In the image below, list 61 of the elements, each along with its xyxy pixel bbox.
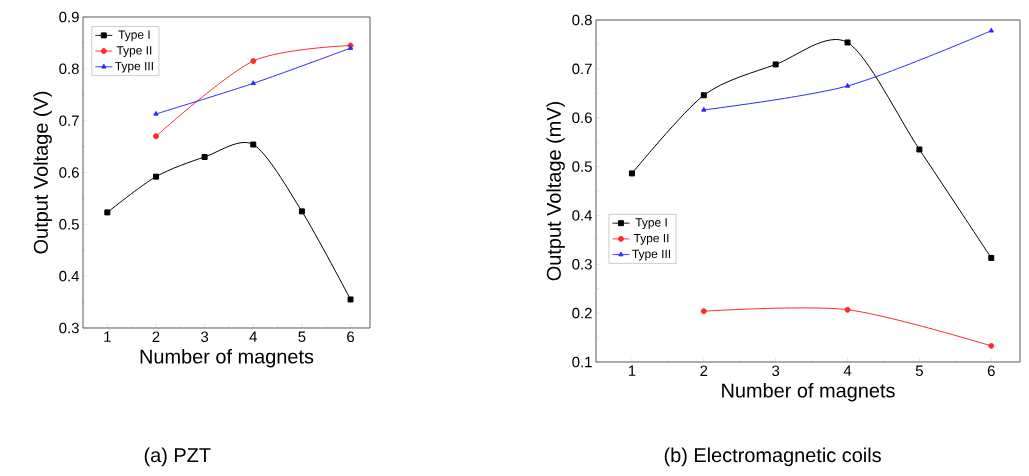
y-tick-label: 0.6 <box>59 167 79 178</box>
point <box>844 39 851 46</box>
y-tick-label: 0.5 <box>572 161 592 172</box>
point <box>250 141 257 148</box>
point <box>347 296 354 303</box>
point <box>152 173 159 180</box>
text: (a) PZT <box>144 447 211 467</box>
y-tick-label: 0.8 <box>59 63 79 75</box>
point <box>988 254 995 261</box>
point <box>700 92 707 99</box>
x-tick-label: 3 <box>201 331 209 343</box>
point <box>250 80 256 86</box>
x-tick-label: 5 <box>298 331 306 342</box>
point <box>153 110 159 116</box>
point <box>988 27 994 33</box>
x-tick-label: 2 <box>152 331 160 342</box>
x-tick-label: 2 <box>700 365 708 376</box>
point <box>772 61 779 68</box>
x-axis-title: Number of magnets <box>722 382 895 402</box>
x-tick-label: 6 <box>987 365 995 377</box>
point <box>844 306 851 313</box>
point <box>700 308 707 315</box>
y-tick-label: 0.4 <box>572 210 593 221</box>
y-tick-label: 0.8 <box>572 14 592 26</box>
point <box>916 146 923 153</box>
y-tick-label: 0.1 <box>572 356 592 368</box>
y-tick-label: 0.3 <box>59 322 79 334</box>
x-tick-label: 5 <box>915 365 923 376</box>
point <box>988 342 995 349</box>
x-tick-label: 3 <box>772 365 780 377</box>
legend-label: Type II <box>116 46 152 57</box>
y-tick-label: 0.7 <box>572 63 592 75</box>
legend-label: Type I <box>635 218 667 230</box>
x-axis-title: Number of magnets <box>140 348 314 368</box>
point <box>201 153 208 160</box>
point <box>250 58 257 65</box>
x-tick-label: 1 <box>104 331 111 342</box>
point <box>701 106 707 112</box>
point <box>628 170 635 177</box>
y-tick-label: 0.2 <box>572 307 592 319</box>
x-tick-label: 4 <box>249 331 257 342</box>
legend-label: Type III <box>115 61 153 73</box>
y-tick-label: 0.9 <box>59 11 79 23</box>
y-axis-title: Output Voltage (V) <box>33 91 52 254</box>
legend-label: Type I <box>118 30 150 42</box>
y-tick-label: 0.3 <box>572 258 592 270</box>
y-tick-label: 0.5 <box>59 219 79 230</box>
point <box>152 133 159 140</box>
legend-label: Type III <box>632 249 671 261</box>
x-tick-label: 4 <box>843 365 852 376</box>
legend-label: Type II <box>633 234 669 245</box>
y-tick-label: 0.6 <box>572 112 592 123</box>
y-tick-label: 0.4 <box>59 270 80 282</box>
y-tick-label: 0.7 <box>59 115 79 126</box>
point <box>104 209 111 216</box>
point <box>844 82 851 88</box>
text: (b) Electromagnetic coils <box>664 447 881 467</box>
x-tick-label: 1 <box>628 365 636 376</box>
point <box>298 208 305 215</box>
x-tick-label: 6 <box>347 331 355 343</box>
y-axis-title: Output Voltage (mV) <box>546 101 565 281</box>
